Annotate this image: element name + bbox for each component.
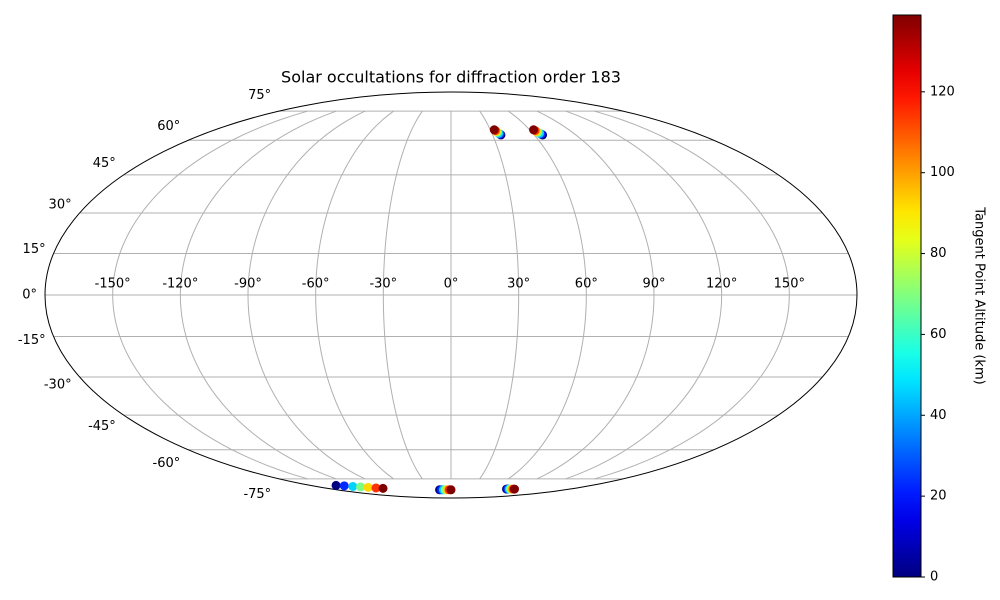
grid-line (565, 110, 723, 480)
data-point (446, 485, 456, 495)
grid-line (247, 110, 366, 480)
x-tick-label: 150° (774, 277, 805, 292)
data-point (378, 483, 388, 493)
y-tick-label: 75° (248, 88, 271, 103)
y-tick-label: 60° (157, 119, 180, 134)
y-tick-label: -15° (18, 333, 46, 348)
colorbar-tick-label: 80 (930, 246, 947, 261)
x-tick-label: 90° (642, 277, 665, 292)
colorbar-label: Tangent Point Altitude (km) (972, 206, 987, 384)
x-tick-label: -30° (369, 277, 397, 292)
grid-line (536, 110, 655, 480)
grid-line (382, 110, 423, 480)
chart-title: Solar occultations for diffraction order… (281, 68, 621, 87)
x-tick-label: -150° (95, 277, 131, 292)
x-tick-label: -120° (162, 277, 198, 292)
colorbar-tick-label: 100 (930, 165, 955, 180)
data-point (348, 481, 358, 491)
colorbar-tick-label: 60 (930, 327, 947, 342)
grid-line (315, 110, 395, 480)
y-tick-label: -30° (44, 378, 72, 393)
grid-line (507, 110, 587, 480)
y-tick-label: 15° (23, 242, 46, 257)
x-tick-label: -90° (234, 277, 262, 292)
y-tick-label: 45° (93, 156, 116, 171)
data-point (363, 482, 373, 492)
x-tick-label: 120° (706, 277, 737, 292)
data-point (371, 483, 381, 493)
colorbar-tick-label: 20 (930, 489, 947, 504)
x-tick-label: -60° (302, 277, 330, 292)
map-outline (44, 91, 858, 499)
grid-line (179, 110, 337, 480)
colorbar-tick-label: 0 (930, 570, 938, 585)
grid-line (112, 110, 308, 480)
colorbar-tick-label: 40 (930, 408, 947, 423)
data-point (331, 480, 341, 490)
x-tick-label: 60° (575, 277, 598, 292)
data-point (356, 482, 366, 492)
grid-line (594, 110, 790, 480)
y-tick-label: 30° (49, 197, 72, 212)
colorbar-tick-label: 120 (930, 84, 955, 99)
colorbar (892, 14, 922, 578)
data-point (339, 481, 349, 491)
x-tick-label: 0° (444, 277, 459, 292)
y-tick-label: -45° (88, 419, 116, 434)
grid-line (479, 110, 520, 480)
data-point (509, 484, 519, 494)
y-tick-label: 0° (22, 288, 37, 303)
x-tick-label: 30° (507, 277, 530, 292)
y-tick-label: -60° (153, 456, 181, 471)
y-tick-label: -75° (243, 487, 271, 502)
data-point (489, 125, 499, 135)
data-point (529, 125, 539, 135)
